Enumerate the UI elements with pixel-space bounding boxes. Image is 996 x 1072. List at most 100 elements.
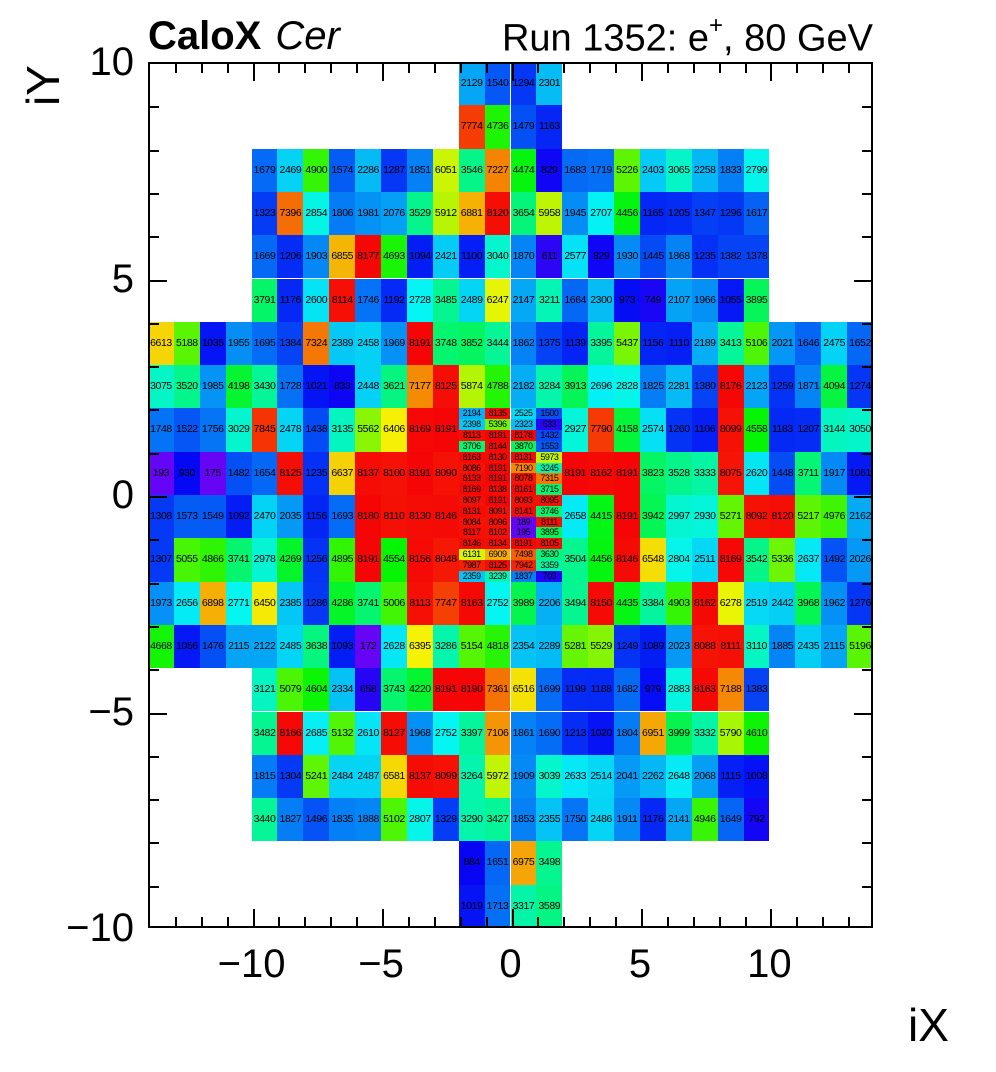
heatmap-cell: 5006 xyxy=(381,581,407,625)
heatmap-cell: 1969 xyxy=(381,321,407,366)
heatmap-cell: 5972 xyxy=(484,754,511,799)
heatmap-cell: 5055 xyxy=(173,538,200,582)
heatmap-cell: 6131 xyxy=(458,549,485,560)
heatmap-cell: 1438 xyxy=(303,408,330,452)
heatmap-cell: 4788 xyxy=(484,365,511,409)
heatmap-cell: 3029 xyxy=(225,408,252,452)
heatmap-cell: 1646 xyxy=(795,321,822,366)
heatmap-cell: 2752 xyxy=(484,581,511,625)
heatmap-cell: 4474 xyxy=(510,148,537,192)
heatmap-cell: 8113 xyxy=(458,430,485,441)
heatmap-cell: 2435 xyxy=(795,624,822,669)
y-tick-label: 10 xyxy=(89,40,135,84)
heatmap-cell: 2511 xyxy=(691,538,718,582)
heatmap-cell: 1205 xyxy=(665,191,692,236)
heatmap-cell: 1055 xyxy=(717,278,744,322)
heatmap-cell: 1188 xyxy=(588,668,615,712)
heatmap-cell: 1329 xyxy=(432,798,459,842)
heatmap-cell: 2141 xyxy=(665,798,692,842)
heatmap-cell: 3546 xyxy=(458,148,485,192)
heatmap-cell: 3286 xyxy=(432,624,459,669)
title-experiment: CaloX xyxy=(148,14,262,58)
heatmap-cell: 5912 xyxy=(432,191,459,236)
heatmap-cell: 8120 xyxy=(769,495,796,539)
heatmap-cell: 3413 xyxy=(717,321,744,366)
heatmap-cell: 2771 xyxy=(225,581,252,625)
heatmap-cell: 2804 xyxy=(665,538,692,582)
heatmap-cell: 1966 xyxy=(691,278,718,322)
heatmap-cell: 8191 xyxy=(510,538,537,550)
heatmap-cell: 6548 xyxy=(639,538,666,582)
heatmap-cell: 1384 xyxy=(277,321,304,366)
heatmap-cell: 6450 xyxy=(251,581,278,625)
heatmap-cell: 4456 xyxy=(614,191,640,236)
heatmap-cell: 2574 xyxy=(639,408,666,452)
heatmap-cell: 2658 xyxy=(562,495,589,539)
heatmap-cell: 4158 xyxy=(614,408,640,452)
heatmap-cell: 1652 xyxy=(847,321,873,366)
heatmap-cell: 3895 xyxy=(536,527,563,539)
heatmap-cell: 3039 xyxy=(536,754,563,799)
heatmap-cell: 2489 xyxy=(458,278,485,322)
heatmap-cell: 8084 xyxy=(458,516,485,528)
heatmap-cell: 1176 xyxy=(277,278,304,322)
heatmap-cell: 7361 xyxy=(484,668,511,712)
heatmap-cell: 7315 xyxy=(536,473,563,485)
heatmap-cell: 2997 xyxy=(665,495,692,539)
heatmap-cell: 2281 xyxy=(665,365,692,409)
heatmap-cell: 7774 xyxy=(458,105,485,149)
heatmap-cell: 8127 xyxy=(381,711,407,755)
heatmap-cell: 1378 xyxy=(743,235,770,279)
heatmap-cell: 4456 xyxy=(588,538,615,582)
heatmap-cell: 3264 xyxy=(458,754,485,799)
heatmap-cell: 3715 xyxy=(536,484,563,495)
heatmap-cell: 4693 xyxy=(381,235,407,279)
heatmap-cell: 3482 xyxy=(251,711,278,755)
heatmap-cell: 1445 xyxy=(639,235,666,279)
heatmap-cell: 2475 xyxy=(821,321,848,366)
heatmap-cell: 8191 xyxy=(406,451,433,495)
heatmap-cell: 1806 xyxy=(329,191,356,236)
heatmap-cell: 703 xyxy=(536,570,563,582)
heatmap-cell: 8191 xyxy=(614,495,640,539)
heatmap-cell: 1962 xyxy=(821,581,848,625)
heatmap-cell: 1835 xyxy=(329,798,356,842)
heatmap-cell: 2648 xyxy=(665,754,692,799)
heatmap-cell: 1746 xyxy=(355,278,382,322)
heatmap-cell: 1307 xyxy=(148,538,174,582)
heatmap-cell: 7747 xyxy=(432,581,459,625)
heatmap-cell: 8163 xyxy=(691,668,718,712)
heatmap-cell: 4198 xyxy=(225,365,252,409)
heatmap-cell: 5562 xyxy=(355,408,382,452)
x-tick-label: 0 xyxy=(499,942,522,986)
heatmap-cell: 8075 xyxy=(717,451,744,495)
heatmap-cell: 2334 xyxy=(329,668,356,712)
heatmap-cell: 1156 xyxy=(303,495,330,539)
heatmap-cell: 1833 xyxy=(717,148,744,192)
heatmap-cell: 930 xyxy=(173,451,200,495)
heatmap-cell: 1748 xyxy=(148,408,174,452)
heatmap-cell: 8125 xyxy=(484,559,511,571)
heatmap-cell: 1375 xyxy=(536,321,563,366)
heatmap-cell: 8105 xyxy=(536,538,563,550)
heatmap-cell: 1115 xyxy=(717,754,744,799)
heatmap-cell: 2656 xyxy=(173,581,200,625)
heatmap-cell: 8163 xyxy=(458,581,485,625)
heatmap-cell: 1837 xyxy=(510,570,537,582)
heatmap-cell: 2514 xyxy=(588,754,615,799)
heatmap-cell: 3542 xyxy=(743,538,770,582)
heatmap-cell: 3485 xyxy=(432,278,459,322)
heatmap-cell: 1432 xyxy=(536,430,563,441)
heatmap-cell: 3121 xyxy=(251,668,278,712)
heatmap-cell: 6395 xyxy=(406,624,433,669)
heatmap-cell: 8113 xyxy=(406,581,433,625)
heatmap-cell: 1909 xyxy=(510,754,537,799)
heatmap-cell: 829 xyxy=(588,235,615,279)
heatmap-cell: 2484 xyxy=(329,754,356,799)
heatmap-cell: 8096 xyxy=(484,516,511,528)
heatmap-cell: 1476 xyxy=(199,624,226,669)
heatmap-cell: 3989 xyxy=(510,581,537,625)
heatmap-cell: 2620 xyxy=(743,451,770,495)
heatmap-cell: 2442 xyxy=(769,581,796,625)
heatmap-cell: 6613 xyxy=(148,321,174,366)
